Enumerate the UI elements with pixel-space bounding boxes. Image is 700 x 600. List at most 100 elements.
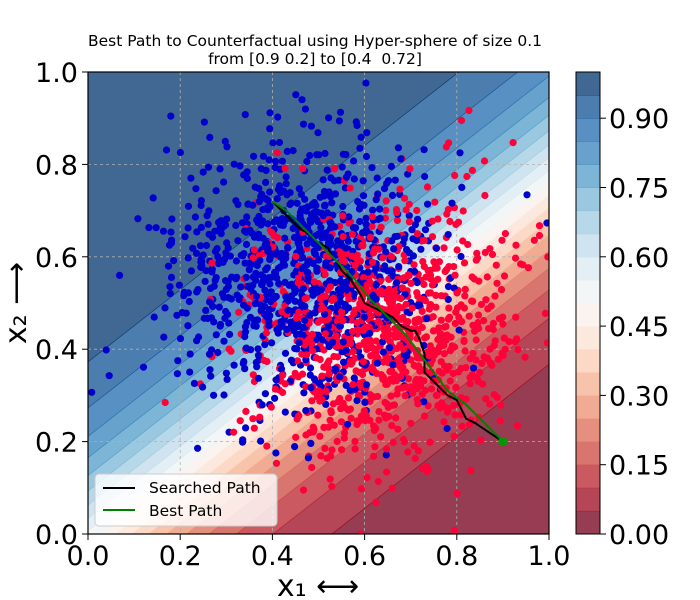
scatter-point <box>402 300 410 308</box>
scatter-point <box>184 322 192 330</box>
scatter-point <box>338 163 346 171</box>
scatter-point <box>421 412 429 420</box>
scatter-point <box>469 321 477 329</box>
scatter-point <box>325 370 333 378</box>
scatter-point <box>388 484 396 492</box>
scatter-point <box>277 318 285 326</box>
scatter-point <box>445 139 453 147</box>
scatter-point <box>262 178 270 186</box>
scatter-point <box>386 344 394 352</box>
scatter-point <box>386 368 394 376</box>
colorbar-band <box>576 233 600 258</box>
scatter-point <box>434 401 442 410</box>
scatter-point <box>271 268 279 276</box>
scatter-point <box>468 297 476 305</box>
scatter-point <box>489 325 497 334</box>
scatter-point <box>299 253 307 262</box>
scatter-point <box>362 214 370 222</box>
chart-subtitle: from [0.9 0.2] to [0.4 0.72] <box>208 50 422 68</box>
scatter-point <box>413 354 421 362</box>
scatter-point <box>452 308 460 316</box>
scatter-point <box>319 232 327 240</box>
scatter-point <box>498 236 506 244</box>
scatter-point <box>321 201 329 209</box>
scatter-point <box>239 438 247 446</box>
scatter-point <box>247 346 255 354</box>
scatter-point <box>159 227 168 235</box>
scatter-point <box>381 214 389 222</box>
colorbar-bands <box>576 72 600 535</box>
scatter-point <box>475 277 483 285</box>
scatter-point <box>430 258 438 266</box>
scatter-point <box>497 286 506 294</box>
scatter-point <box>240 301 248 309</box>
scatter-point <box>373 369 381 377</box>
scatter-point <box>326 283 334 291</box>
scatter-point <box>393 390 401 398</box>
scatter-point <box>197 263 205 271</box>
scatter-point <box>187 174 195 182</box>
scatter-point <box>193 228 201 236</box>
scatter-point <box>405 212 413 220</box>
scatter-point <box>347 340 355 348</box>
scatter-point <box>410 442 418 450</box>
scatter-point <box>399 435 408 444</box>
scatter-point <box>345 213 353 221</box>
scatter-point <box>299 120 308 128</box>
scatter-point <box>466 355 474 363</box>
scatter-point <box>320 192 328 200</box>
scatter-point <box>349 327 357 336</box>
scatter-point <box>336 322 344 330</box>
scatter-point <box>184 254 192 262</box>
scatter-point <box>254 374 262 382</box>
scatter-point <box>423 467 431 475</box>
scatter-point <box>391 176 399 184</box>
scatter-point <box>348 230 356 238</box>
scatter-point <box>261 341 269 349</box>
scatter-point <box>279 371 287 379</box>
scatter-point <box>338 308 346 316</box>
scatter-point <box>232 221 240 230</box>
scatter-point <box>206 350 214 358</box>
scatter-point <box>444 231 452 239</box>
scatter-point <box>268 339 276 347</box>
scatter-point <box>511 254 520 262</box>
scatter-point <box>353 251 361 259</box>
scatter-point <box>381 289 389 297</box>
scatter-point <box>291 289 299 297</box>
colorbar-tick-label: 0.60 <box>609 243 669 274</box>
scatter-point <box>206 284 215 292</box>
scatter-point <box>166 283 174 291</box>
scatter-point <box>218 290 227 298</box>
scatter-point <box>167 112 175 120</box>
scatter-point <box>483 273 491 281</box>
scatter-point <box>406 165 414 173</box>
scatter-point <box>243 213 251 221</box>
scatter-point <box>346 184 354 192</box>
scatter-point <box>374 477 382 486</box>
scatter-point <box>519 261 527 269</box>
scatter-point <box>278 157 286 165</box>
scatter-point <box>327 452 335 460</box>
scatter-point <box>388 422 396 430</box>
scatter-point <box>356 530 365 534</box>
scatter-point <box>409 252 417 260</box>
scatter-point <box>411 316 419 324</box>
scatter-point <box>294 320 302 329</box>
scatter-point <box>440 244 448 252</box>
scatter-point <box>359 358 367 366</box>
scatter-point <box>373 174 381 182</box>
scatter-point <box>362 152 371 161</box>
scatter-point <box>393 333 401 341</box>
scatter-point <box>377 433 385 441</box>
scatter-point <box>399 313 407 322</box>
scatter-point <box>465 312 473 320</box>
scatter-point <box>224 244 232 252</box>
scatter-point <box>472 336 480 344</box>
scatter-point <box>265 156 273 164</box>
scatter-point <box>359 177 367 185</box>
scatter-point <box>249 254 257 262</box>
scatter-point <box>420 398 428 406</box>
scatter-point <box>362 220 370 228</box>
scatter-point <box>307 439 315 447</box>
